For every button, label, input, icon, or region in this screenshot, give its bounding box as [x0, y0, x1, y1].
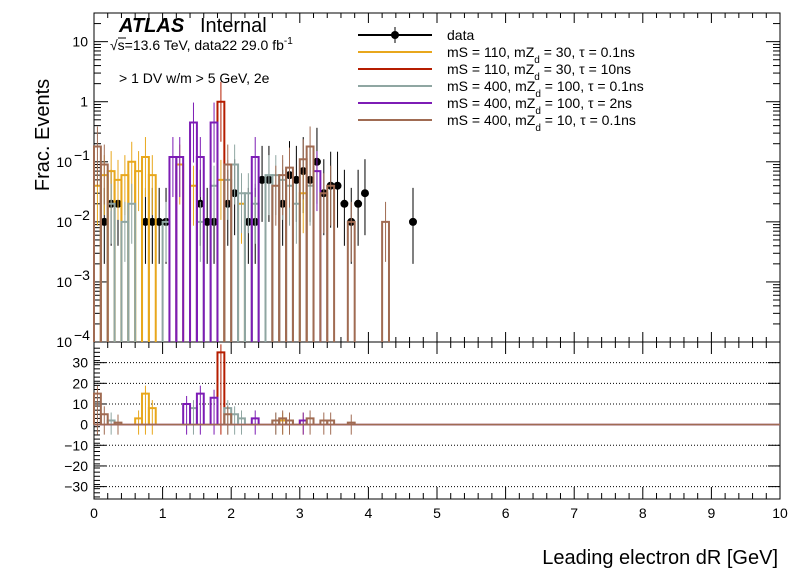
- x-axis-title: Leading electron dR [GeV]: [542, 547, 778, 569]
- legend-entry: mS = 400, mZd = 100, τ = 2ns: [358, 95, 632, 117]
- ratio-y-tick-label: 30: [72, 355, 88, 371]
- main-series-group: [93, 81, 417, 342]
- data-point: [408, 217, 417, 226]
- y-tick-exponent: −3: [74, 267, 90, 283]
- data-point: [148, 217, 157, 226]
- experiment-label: ATLAS: [118, 15, 185, 37]
- x-tick-label: 2: [227, 505, 235, 521]
- data-point: [155, 217, 164, 226]
- status-label: Internal: [200, 15, 267, 37]
- y-tick-label: 1: [80, 94, 88, 110]
- legend-label: data: [447, 27, 474, 43]
- y-tick-label: 10: [56, 154, 72, 170]
- legend-entry: mS = 110, mZd = 30, τ = 10ns: [358, 61, 631, 83]
- ratio-y-tick-label: 20: [72, 375, 88, 391]
- data-point: [354, 199, 363, 208]
- y-tick-label: 10: [56, 274, 72, 290]
- data-point: [360, 189, 369, 198]
- ratio-y-tick-label: −30: [64, 479, 88, 495]
- data-point: [258, 175, 267, 184]
- x-tick-label: 6: [502, 505, 510, 521]
- energy-lumi-label: √s=13.6 TeV, data22 29.0 fb-1: [110, 36, 293, 53]
- y-tick-exponent: −4: [74, 327, 90, 343]
- legend-entry: mS = 110, mZd = 30, τ = 0.1ns: [358, 44, 635, 66]
- legend-label: mS = 400, mZd = 100, τ = 0.1ns: [447, 78, 644, 100]
- legend-label: mS = 400, mZd = 100, τ = 2ns: [447, 95, 632, 117]
- legend-label: mS = 110, mZd = 30, τ = 0.1ns: [447, 44, 635, 66]
- ratio-y-tick-label: 0: [80, 417, 88, 433]
- legend-entry: data: [358, 27, 474, 43]
- ratio-axis-ticks: −30 −20 −10 0 10 20 30 0 1 2 3 4 5 6 7 8 9 10: [64, 342, 788, 521]
- y-axis-title: Frac. Events: [32, 79, 54, 191]
- x-tick-label: 8: [639, 505, 647, 521]
- x-tick-label: 7: [570, 505, 578, 521]
- data-point: [340, 199, 349, 208]
- x-tick-label: 0: [90, 505, 98, 521]
- data-point: [333, 181, 342, 190]
- ratio-y-tick-label: 10: [72, 396, 88, 412]
- x-tick-label: 1: [159, 505, 167, 521]
- data-point: [203, 217, 212, 226]
- x-tick-label: 3: [296, 505, 304, 521]
- legend-entry: mS = 400, mZd = 100, τ = 0.1ns: [358, 78, 644, 100]
- y-tick-label: 10: [56, 214, 72, 230]
- legend-marker: [391, 31, 399, 39]
- ratio-series-group: [93, 344, 780, 435]
- legend-label: mS = 400, mZd = 10, τ = 0.1ns: [447, 112, 636, 134]
- y-tick-label: 10: [72, 34, 88, 50]
- data-point: [292, 175, 301, 184]
- y-tick-label: 10: [56, 334, 72, 350]
- ratio-y-tick-label: −10: [64, 437, 88, 453]
- ratio-y-tick-label: −20: [64, 458, 88, 474]
- x-tick-label: 9: [708, 505, 716, 521]
- x-tick-label: 10: [772, 505, 788, 521]
- selection-label: > 1 DV w/m > 5 GeV, 2e: [119, 70, 270, 86]
- data-point: [100, 217, 109, 226]
- legend-label: mS = 110, mZd = 30, τ = 10ns: [447, 61, 631, 83]
- x-tick-label: 5: [433, 505, 441, 521]
- y-tick-exponent: −1: [74, 147, 90, 163]
- y-tick-exponent: −2: [74, 207, 90, 223]
- data-point: [141, 217, 150, 226]
- x-tick-label: 4: [365, 505, 373, 521]
- legend-entry: mS = 400, mZd = 10, τ = 0.1ns: [358, 112, 636, 134]
